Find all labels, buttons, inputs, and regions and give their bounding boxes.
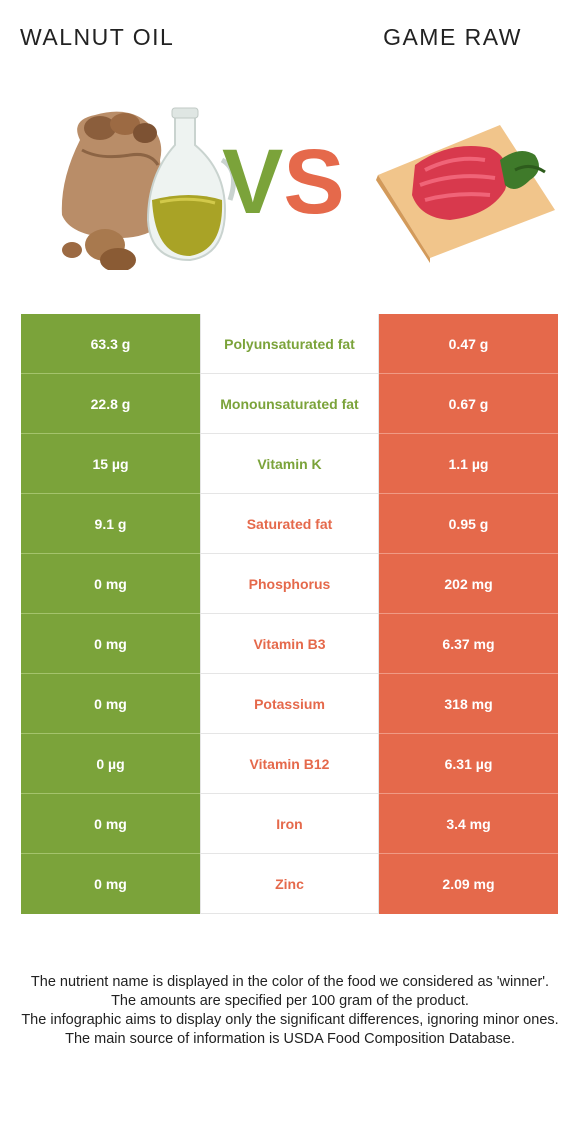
footer-notes: The nutrient name is displayed in the co… xyxy=(14,973,566,1049)
left-value: 0 µg xyxy=(21,734,200,794)
left-value: 0 mg xyxy=(21,674,200,734)
game-raw-image xyxy=(376,125,555,263)
vs-label: VS xyxy=(222,136,345,228)
table-row: 0 mg Iron 3.4 mg xyxy=(21,794,558,854)
left-food-title: WALNUT OIL xyxy=(20,24,175,50)
right-value: 1.1 µg xyxy=(379,434,558,494)
walnut-oil-image xyxy=(61,107,237,270)
table-row: 9.1 g Saturated fat 0.95 g xyxy=(21,494,558,554)
right-value: 0.67 g xyxy=(379,374,558,434)
left-value: 63.3 g xyxy=(21,314,200,374)
hero-illustration xyxy=(61,107,555,270)
nutrient-name: Vitamin B12 xyxy=(200,734,379,794)
table-row: 0 mg Potassium 318 mg xyxy=(21,674,558,734)
vs-letter-s: S xyxy=(283,131,345,233)
table-row: 0 mg Phosphorus 202 mg xyxy=(21,554,558,614)
table-row: 0 µg Vitamin B12 6.31 µg xyxy=(21,734,558,794)
vs-letter-v: V xyxy=(222,131,284,233)
nutrient-name: Potassium xyxy=(200,674,379,734)
right-value: 6.31 µg xyxy=(379,734,558,794)
footer-line: The amounts are specified per 100 gram o… xyxy=(111,993,469,1009)
footer-line: The main source of information is USDA F… xyxy=(65,1031,515,1047)
footer-line: The infographic aims to display only the… xyxy=(21,1012,559,1028)
table-row: 0 mg Zinc 2.09 mg xyxy=(21,854,558,914)
nutrient-name: Monounsaturated fat xyxy=(200,374,379,434)
nutrient-name: Saturated fat xyxy=(200,494,379,554)
nutrient-name: Phosphorus xyxy=(200,554,379,614)
table-row: 63.3 g Polyunsaturated fat 0.47 g xyxy=(21,314,558,374)
right-value: 2.09 mg xyxy=(379,854,558,914)
left-value: 9.1 g xyxy=(21,494,200,554)
nutrient-name: Iron xyxy=(200,794,379,854)
nutrient-name: Vitamin K xyxy=(200,434,379,494)
table-row: 15 µg Vitamin K 1.1 µg xyxy=(21,434,558,494)
left-value: 0 mg xyxy=(21,794,200,854)
left-value: 22.8 g xyxy=(21,374,200,434)
nutrient-name: Zinc xyxy=(200,854,379,914)
nutrient-name: Vitamin B3 xyxy=(200,614,379,674)
right-value: 6.37 mg xyxy=(379,614,558,674)
footer-line: The nutrient name is displayed in the co… xyxy=(30,974,550,990)
right-value: 202 mg xyxy=(379,554,558,614)
left-value: 0 mg xyxy=(21,854,200,914)
right-value: 0.95 g xyxy=(379,494,558,554)
table-row: 0 mg Vitamin B3 6.37 mg xyxy=(21,614,558,674)
right-food-title: GAME RAW xyxy=(383,24,522,50)
comparison-table: 63.3 g Polyunsaturated fat 0.47 g 22.8 g… xyxy=(21,314,558,914)
left-value: 0 mg xyxy=(21,614,200,674)
left-value: 0 mg xyxy=(21,554,200,614)
left-value: 15 µg xyxy=(21,434,200,494)
nutrient-name: Polyunsaturated fat xyxy=(200,314,379,374)
right-value: 0.47 g xyxy=(379,314,558,374)
right-value: 318 mg xyxy=(379,674,558,734)
right-value: 3.4 mg xyxy=(379,794,558,854)
table-row: 22.8 g Monounsaturated fat 0.67 g xyxy=(21,374,558,434)
